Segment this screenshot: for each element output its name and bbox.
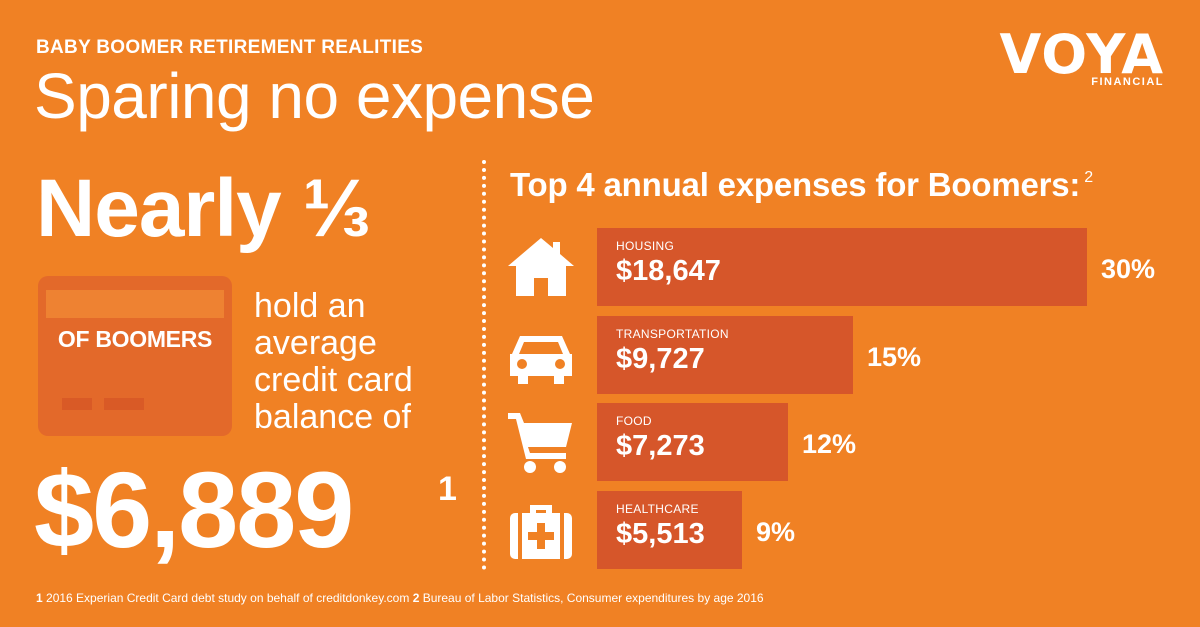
footnote: 1 2016 Experian Credit Card debt study o… [36, 591, 764, 605]
footnote-text: 2016 Experian Credit Card debt study on … [42, 591, 413, 605]
shopping-cart-icon [506, 409, 576, 475]
expense-bar: TRANSPORTATION $9,727 [597, 316, 853, 394]
logo-wordmark: VOYA [999, 23, 1164, 86]
card-strip [46, 290, 224, 318]
expense-row: TRANSPORTATION $9,727 15% [0, 316, 1200, 396]
bar-category-label: TRANSPORTATION [616, 327, 729, 341]
expense-row: HOUSING $18,647 30% [0, 228, 1200, 308]
bar-value-label: $5,513 [616, 518, 705, 550]
expense-bar: HEALTHCARE $5,513 [597, 491, 742, 569]
card-chip-mark [62, 398, 92, 410]
footnote-number: 2 [412, 591, 420, 605]
bar-category-label: HEALTHCARE [616, 502, 699, 516]
voya-logo: VOYA FINANCIAL [994, 28, 1164, 90]
bar-percent-label: 9% [756, 517, 796, 547]
expense-row: FOOD $7,273 12% [0, 403, 1200, 483]
chart-title: Top 4 annual expenses for Boomers: 2 [510, 166, 1093, 204]
bar-category-label: HOUSING [616, 239, 675, 253]
logo-subtitle: FINANCIAL [1091, 76, 1164, 88]
balance-footnote-mark: 1 [438, 470, 457, 508]
balance-amount: $6,889 [34, 449, 354, 570]
bar-value-label: $18,647 [616, 255, 721, 287]
bar-percent-label: 12% [802, 429, 857, 459]
hold-line: balance of [254, 398, 411, 436]
footnote-number: 1 [36, 591, 43, 605]
hold-line: credit card [254, 361, 413, 399]
dotted-divider [482, 160, 486, 570]
chart-title-footnote-mark: 2 [1084, 169, 1093, 186]
car-icon [506, 322, 576, 388]
card-label: OF BOOMERS [57, 326, 213, 352]
house-icon [506, 234, 576, 300]
footnote-text: Bureau of Labor Statistics, Consumer exp… [419, 591, 764, 605]
card-chip-mark [104, 398, 144, 410]
expense-bar: HOUSING $18,647 [597, 228, 1087, 306]
bar-percent-label: 15% [867, 342, 922, 372]
hold-line: average [254, 324, 377, 362]
bar-value-label: $9,727 [616, 343, 705, 375]
eyebrow-title: BABY BOOMER RETIREMENT REALITIES [36, 37, 424, 58]
nearly-one-third: Nearly ⅓ [36, 163, 371, 254]
hold-text: hold an average credit card balance of [254, 288, 413, 436]
chart-title-text: Top 4 annual expenses for Boomers: [510, 166, 1081, 203]
bar-category-label: FOOD [616, 414, 652, 428]
hold-line: hold an [254, 287, 366, 325]
bar-percent-label: 30% [1101, 254, 1156, 284]
first-aid-kit-icon [506, 497, 576, 563]
credit-card-icon: OF BOOMERS [38, 276, 232, 436]
expense-row: HEALTHCARE $5,513 9% [0, 491, 1200, 571]
expense-bar: FOOD $7,273 [597, 403, 788, 481]
headline: Sparing no expense [34, 60, 595, 132]
bar-value-label: $7,273 [616, 430, 705, 462]
